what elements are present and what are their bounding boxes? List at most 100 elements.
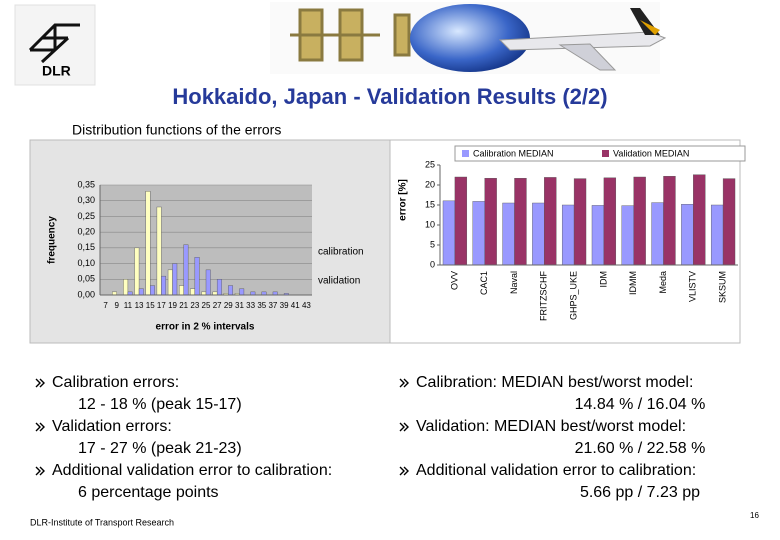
x-tick-label: 33 (246, 301, 255, 310)
x-tick-label: GHPS_UKE (568, 271, 578, 320)
legend-box (454, 145, 746, 162)
y-tick-label: 15 (425, 199, 435, 209)
bullet-subtext: 12 - 18 % (peak 15-17) (78, 396, 242, 413)
y-tick-label: 0,35 (77, 179, 95, 189)
x-tick-label: 15 (146, 301, 155, 310)
bar (239, 288, 245, 296)
y-tick-label: 5 (430, 239, 435, 249)
legend-swatch (602, 150, 609, 157)
x-tick-label: 41 (291, 301, 300, 310)
bullet-marker (399, 378, 409, 388)
bar (179, 285, 184, 296)
y-tick-label: 0,05 (77, 274, 95, 284)
y-tick-label: 10 (425, 219, 435, 229)
x-tick-label: 31 (235, 301, 244, 310)
bar (591, 205, 605, 266)
bar (693, 174, 706, 266)
bar (472, 201, 485, 266)
x-tick-label: IDMM (628, 271, 638, 295)
bullet-marker (399, 466, 409, 476)
bar (216, 279, 222, 296)
bar (514, 177, 527, 266)
bullet-subtext: 6 percentage points (78, 484, 219, 501)
bar (172, 263, 178, 296)
x-tick-label: 9 (115, 301, 120, 310)
x-tick-label: OVV (449, 271, 459, 290)
bullet-text: Validation errors: (52, 418, 172, 435)
x-tick-label: 23 (190, 301, 199, 310)
bar (123, 279, 129, 296)
x-tick-label: 27 (213, 301, 222, 310)
y-tick-label: 0,10 (77, 258, 95, 268)
bar (621, 205, 634, 266)
y-tick-label: 20 (425, 179, 435, 189)
bar (502, 202, 515, 266)
bar (454, 176, 468, 266)
bar (190, 288, 196, 296)
x-tick-label: Meda (658, 271, 668, 294)
bar (167, 269, 173, 296)
bar (663, 175, 676, 266)
bar (561, 204, 575, 266)
bar (573, 178, 587, 266)
y-tick-label: 25 (425, 159, 435, 169)
x-tick-label: 11 (124, 301, 133, 310)
y-tick-label: 0,20 (77, 227, 95, 237)
x-tick-label: 35 (257, 301, 266, 310)
bar (633, 176, 646, 266)
bar (603, 177, 617, 266)
y-tick-label: 0,25 (77, 211, 95, 221)
x-axis-title: error in 2 % intervals (156, 322, 255, 333)
logo-text: DLR (42, 63, 71, 79)
y-axis-title: error [%] (398, 179, 409, 221)
legend-label: Calibration MEDIAN (473, 148, 554, 158)
bullet-text: Additional validation error to calibrati… (52, 462, 332, 479)
bullet-text: Additional validation error to calibrati… (416, 462, 696, 479)
x-tick-label: 29 (224, 301, 233, 310)
bar (156, 206, 162, 296)
bar (228, 285, 233, 296)
bar (651, 202, 664, 266)
y-tick-label: 0,15 (77, 242, 95, 252)
x-tick-label: Naval (509, 271, 519, 294)
x-tick-label: IDM (598, 271, 608, 288)
bullet-marker (35, 378, 45, 388)
footer: DLR-Institute of Transport Research (30, 517, 174, 527)
banner (270, 2, 667, 74)
bar (145, 191, 151, 296)
bullet-marker (35, 422, 45, 432)
y-tick-label: 0 (430, 259, 435, 269)
bullet-subtext: 17 - 27 % (peak 21-23) (78, 440, 242, 457)
y-tick-label: 0,00 (77, 289, 95, 299)
x-tick-label: VLISTV (688, 271, 698, 302)
bar (532, 202, 545, 266)
bar (442, 200, 456, 266)
x-tick-label: 43 (302, 301, 311, 310)
bar (710, 204, 724, 266)
bar (194, 257, 200, 296)
series-label: validation (318, 276, 360, 287)
x-tick-label: 25 (202, 301, 211, 310)
x-tick-label: 7 (103, 301, 108, 310)
legend-label: Validation MEDIAN (613, 148, 689, 158)
slide-title: Hokkaido, Japan - Validation Results (2/… (172, 84, 607, 109)
bullet-marker (35, 466, 45, 476)
x-tick-label: CAC1 (479, 271, 489, 295)
bar (183, 244, 189, 296)
bullet-marker (399, 422, 409, 432)
logo: DLR (14, 4, 96, 86)
bullet-text: Calibration errors: (52, 374, 179, 391)
bar (205, 269, 211, 296)
bullet-text: Validation: MEDIAN best/worst model: (416, 418, 686, 435)
x-tick-label: 19 (168, 301, 177, 310)
x-tick-label: 21 (179, 301, 188, 310)
y-tick-label: 0,30 (77, 195, 95, 205)
y-axis-title: frequency (47, 216, 58, 264)
bullet-text: Calibration: MEDIAN best/worst model: (416, 374, 693, 391)
bar (134, 247, 140, 296)
x-tick-label: 39 (280, 301, 289, 310)
bar (722, 178, 736, 266)
bar (544, 177, 557, 266)
x-tick-label: FRITZSCHF (539, 271, 549, 321)
